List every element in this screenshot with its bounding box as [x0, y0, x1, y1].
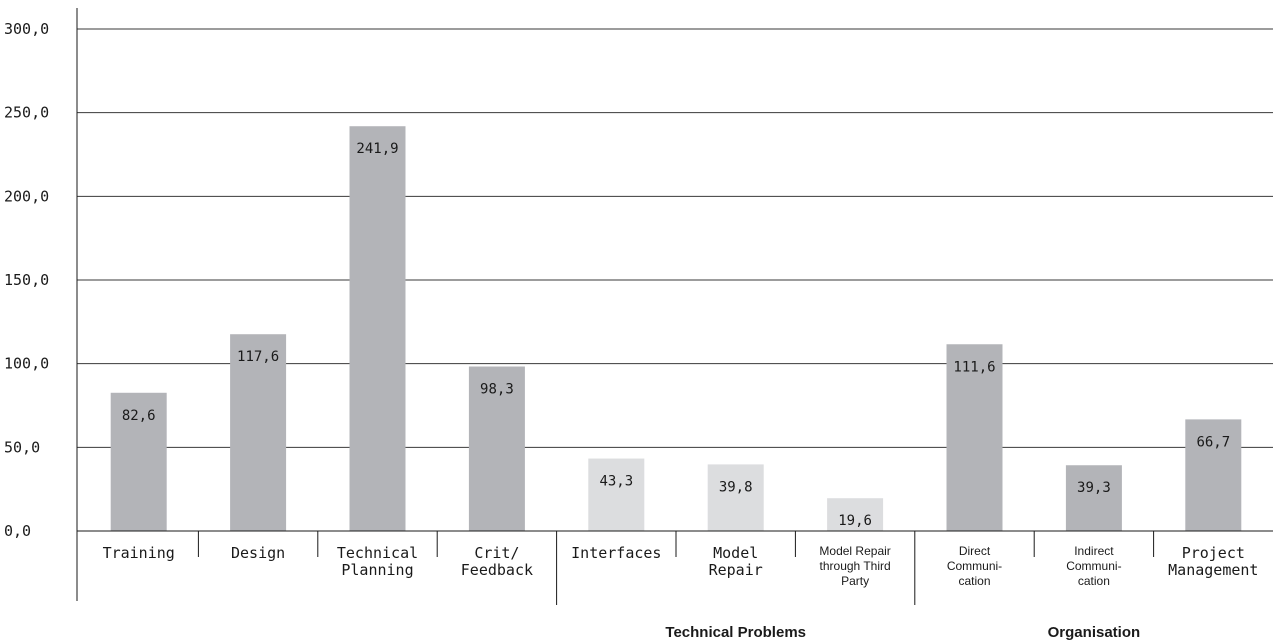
- group-label: Technical Problems: [665, 624, 806, 641]
- bar: [946, 344, 1003, 531]
- y-tick-label: 100,0: [4, 355, 49, 373]
- data-label: 39,8: [719, 479, 753, 495]
- data-label: 43,3: [599, 474, 633, 490]
- data-label: 39,3: [1077, 480, 1111, 496]
- bar: [827, 498, 884, 531]
- category-label: Indirect Communi-cation: [1066, 544, 1121, 588]
- labels: 0,0 50,0 100,0 150,0 200,0 250,0 300,0 82,6 117,…: [4, 20, 1258, 641]
- y-tick-label: 300,0: [4, 20, 49, 38]
- bar: [1065, 465, 1122, 531]
- bar: [588, 458, 645, 531]
- data-label: 98,3: [480, 382, 514, 398]
- category-label: Training: [103, 544, 175, 562]
- category-label: Technical Planning: [337, 544, 418, 579]
- bar: [349, 126, 406, 531]
- bar: [230, 334, 287, 531]
- y-tick-label: 150,0: [4, 271, 49, 289]
- category-label: Direct Communi-cation: [947, 544, 1002, 588]
- category-label: Design: [231, 544, 285, 562]
- bar: [707, 464, 764, 531]
- data-label: 117,6: [237, 349, 279, 365]
- bar: [1185, 419, 1242, 531]
- bar: [468, 366, 525, 531]
- axes: [76, 8, 1273, 605]
- bars: [110, 126, 1242, 531]
- data-label: 111,6: [953, 359, 995, 375]
- y-tick-label: 200,0: [4, 187, 49, 205]
- category-label: Model Repair: [709, 544, 763, 579]
- category-label: Model Repair through Third Party: [819, 544, 890, 588]
- group-label: Organisation: [1048, 624, 1141, 641]
- y-tick-label: 0,0: [4, 522, 31, 540]
- y-tick-label: 250,0: [4, 104, 49, 122]
- data-label: 66,7: [1196, 434, 1230, 450]
- bar: [110, 392, 167, 531]
- category-label: Project Management: [1168, 544, 1258, 579]
- data-label: 241,9: [356, 141, 398, 157]
- data-label: 19,6: [838, 513, 872, 529]
- y-tick-label: 50,0: [4, 438, 40, 456]
- category-label: Crit/Feedback: [461, 544, 533, 579]
- category-label: Interfaces: [571, 544, 661, 562]
- data-label: 82,6: [122, 408, 156, 424]
